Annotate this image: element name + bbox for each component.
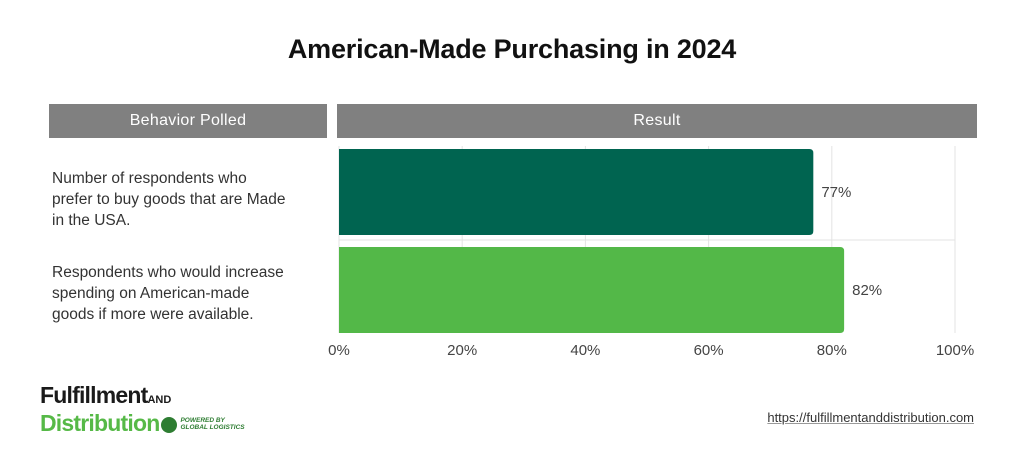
logo-word-and: AND: [147, 394, 172, 406]
logo-word-fulfillment: Fulfillment: [40, 382, 148, 408]
logo-powered-company: GLOBAL LOGISTICS: [180, 423, 245, 431]
logo-powered-by: POWERED BY: [180, 416, 225, 424]
x-tick-label-80: 80%: [817, 342, 847, 359]
row-label-line: Number of respondents who: [52, 170, 247, 187]
row-label-line: in the USA.: [52, 212, 131, 229]
logo-word-distribution: Distribution: [40, 410, 160, 436]
global-logistics-badge-icon: [161, 416, 178, 433]
header-result: Result: [337, 104, 977, 138]
bar-value-label-1: 82%: [852, 282, 882, 299]
row-label-line: spending on American-made: [52, 285, 250, 302]
row-label-line: Respondents who would increase: [52, 264, 284, 281]
header-behavior-polled: Behavior Polled: [49, 104, 327, 138]
row-label-line: prefer to buy goods that are Made: [52, 191, 286, 208]
x-tick-label-40: 40%: [570, 342, 600, 359]
fulfillment-distribution-logo: FulfillmentAND Distribution POWERED BY G…: [40, 382, 280, 435]
bar-1: [339, 247, 845, 333]
x-tick-label-0: 0%: [328, 342, 350, 359]
bar-value-label-0: 77%: [821, 184, 851, 201]
header-result-label: Result: [633, 112, 681, 129]
row-label-line: goods if more were available.: [52, 306, 254, 323]
website-link[interactable]: https://fulfillmentanddistribution.com: [767, 410, 974, 425]
x-tick-label-20: 20%: [447, 342, 477, 359]
x-tick-label-60: 60%: [694, 342, 724, 359]
header-behavior-label: Behavior Polled: [129, 112, 247, 129]
x-tick-label-100: 100%: [936, 342, 974, 359]
row-label-made-in-usa: Number of respondents who prefer to buy …: [52, 168, 322, 231]
chart-title: American-Made Purchasing in 2024: [287, 34, 737, 64]
bar-0: [339, 149, 814, 235]
row-label-increase-spending: Respondents who would increase spending …: [52, 262, 322, 325]
